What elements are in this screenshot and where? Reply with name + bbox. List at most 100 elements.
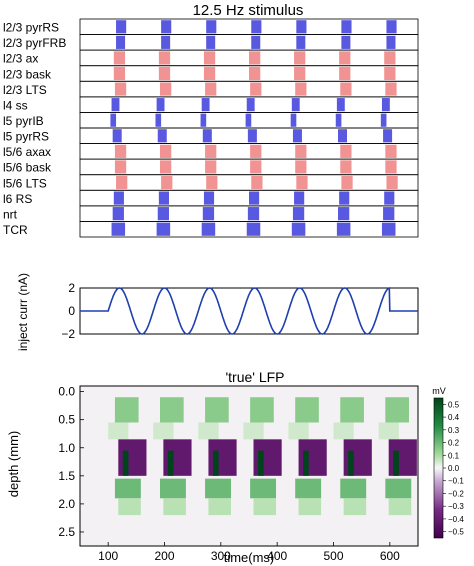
raster-row-label: l5 pyrRS: [3, 130, 49, 144]
spike-burst: [338, 207, 350, 221]
raster-row: [79, 221, 419, 238]
lfp-ytick-label: 0.0: [58, 385, 75, 399]
lfp-cell: [208, 498, 231, 516]
raster-row: [79, 18, 419, 35]
spike-burst: [251, 35, 261, 49]
lfp-cell: [114, 397, 139, 423]
lfp-cell: [295, 397, 319, 423]
spike-burst: [161, 175, 173, 190]
spike-burst: [294, 66, 306, 81]
spike-burst: [205, 160, 217, 174]
raster-row: [79, 112, 419, 129]
spike-burst: [112, 207, 124, 221]
colorbar-tick-label: −0.5: [448, 528, 464, 537]
colorbar-tick-label: −0.4: [448, 515, 464, 524]
spike-burst: [155, 113, 162, 127]
lfp-ytick-label: 0.5: [58, 413, 75, 427]
raster-row: [79, 127, 419, 144]
colorbar-tick-label: 0.4: [448, 413, 460, 422]
lfp-cell: [340, 478, 367, 499]
colorbar-tick-label: 0.5: [448, 400, 460, 409]
spike-burst: [116, 175, 128, 190]
spike-burst: [159, 82, 172, 96]
spike-burst: [385, 144, 397, 158]
lfp-cell: [250, 397, 274, 423]
raster-row-frame: [79, 34, 419, 51]
raster-row-frame: [79, 221, 419, 238]
lfp-cell: [118, 439, 147, 476]
spike-burst: [249, 191, 260, 205]
spike-burst: [336, 222, 351, 236]
raster-row: [79, 34, 419, 51]
lfp-cell: [243, 422, 264, 440]
spike-burst: [335, 113, 342, 127]
raster-row-frame: [79, 80, 419, 98]
spike-burst: [157, 129, 167, 143]
lfp-cell: [333, 422, 354, 440]
spike-burst: [296, 35, 306, 49]
lfp-cell: [159, 478, 186, 499]
lfp-cell: [343, 439, 372, 476]
spike-burst: [250, 160, 262, 174]
spike-burst: [341, 175, 353, 190]
spike-burst: [157, 207, 170, 221]
spike-burst: [339, 191, 350, 205]
lfp-cell: [118, 498, 141, 516]
lfp-ytick-label: 1.5: [58, 469, 75, 483]
raster-row-label: TCR: [3, 223, 28, 237]
colorbar-tick-label: −0.3: [448, 502, 464, 511]
spike-burst: [202, 207, 215, 221]
lfp-cell: [393, 450, 399, 476]
lfp-xtick-label: 100: [98, 549, 118, 563]
raster-row-label: l5/6 axax: [3, 145, 51, 159]
spike-burst: [202, 129, 212, 143]
colorbar-tick-label: 0.2: [448, 439, 460, 448]
current-ylabel: inject curr (nA): [16, 273, 30, 351]
raster-row-label: nrt: [3, 207, 18, 221]
spike-burst: [247, 207, 260, 221]
lfp-xtick-label: 200: [154, 549, 174, 563]
spike-burst: [159, 160, 172, 174]
lfp-cell: [385, 397, 409, 423]
spike-burst: [341, 20, 352, 34]
spike-burst: [381, 98, 390, 112]
colorbar-tick-label: 0.1: [448, 451, 460, 460]
spike-burst: [246, 98, 255, 112]
lfp-ytick-label: 1.0: [58, 441, 75, 455]
lfp-panel: 'true' LFP 100 200 300 400 500 600 0.0 0.5 1.0 1…: [6, 369, 464, 565]
colorbar-tick-label: −0.1: [448, 477, 464, 486]
raster-row: [79, 174, 419, 191]
spike-burst: [250, 82, 262, 96]
raster-row: [79, 96, 419, 113]
spike-burst: [291, 98, 300, 112]
lfp-cell: [378, 422, 399, 440]
lfp-cell: [250, 478, 277, 499]
spike-burst: [203, 66, 216, 81]
spike-burst: [386, 175, 398, 190]
spike-burst: [113, 66, 126, 81]
spike-burst: [201, 98, 210, 112]
lfp-cell: [340, 397, 364, 423]
colorbar-tick-label: −0.2: [448, 489, 464, 498]
spike-burst: [295, 160, 307, 174]
spike-burst: [201, 222, 216, 236]
spike-burst: [296, 20, 307, 34]
spike-burst: [245, 113, 252, 127]
lfp-cell: [288, 422, 309, 440]
raster-row: [79, 80, 419, 98]
raster-row: [79, 49, 419, 67]
spike-burst: [384, 191, 395, 205]
colorbar-label: mV: [432, 386, 446, 396]
lfp-cell: [385, 478, 412, 499]
lfp-cell: [212, 450, 219, 476]
raster-row-label: l5/6 bask: [3, 161, 52, 175]
spike-burst: [340, 144, 352, 158]
spike-burst: [339, 66, 351, 81]
spike-burst: [292, 129, 302, 143]
raster-row: [79, 65, 419, 82]
raster-row: [79, 205, 419, 222]
spike-burst: [338, 129, 348, 143]
spike-burst: [156, 222, 171, 236]
spike-burst: [290, 113, 297, 127]
lfp-cell: [298, 439, 327, 476]
